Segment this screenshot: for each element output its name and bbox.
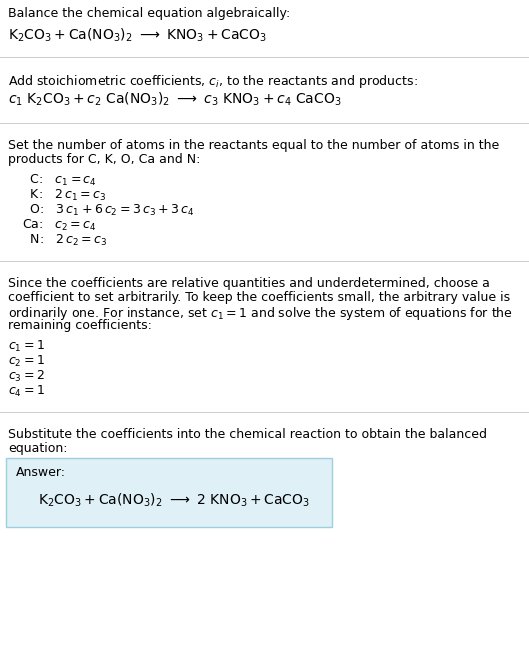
Text: Answer:: Answer: — [16, 466, 66, 479]
Text: K:   $2\,c_1 = c_3$: K: $2\,c_1 = c_3$ — [22, 188, 106, 203]
Text: Ca:   $c_2 = c_4$: Ca: $c_2 = c_4$ — [22, 218, 96, 233]
Text: Set the number of atoms in the reactants equal to the number of atoms in the: Set the number of atoms in the reactants… — [8, 139, 499, 152]
Text: $\mathrm{K_2CO_3 + Ca(NO_3)_2 \ \longrightarrow \ KNO_3 + CaCO_3}$: $\mathrm{K_2CO_3 + Ca(NO_3)_2 \ \longrig… — [8, 27, 267, 45]
Text: coefficient to set arbitrarily. To keep the coefficients small, the arbitrary va: coefficient to set arbitrarily. To keep … — [8, 291, 510, 304]
Text: $c_1 = 1$: $c_1 = 1$ — [8, 339, 45, 354]
Text: ordinarily one. For instance, set $c_1 = 1$ and solve the system of equations fo: ordinarily one. For instance, set $c_1 =… — [8, 305, 513, 322]
Text: products for C, K, O, Ca and N:: products for C, K, O, Ca and N: — [8, 153, 200, 166]
Text: Balance the chemical equation algebraically:: Balance the chemical equation algebraica… — [8, 7, 290, 20]
Text: $c_4 = 1$: $c_4 = 1$ — [8, 384, 45, 399]
Text: N:   $2\,c_2 = c_3$: N: $2\,c_2 = c_3$ — [22, 233, 107, 248]
Text: remaining coefficients:: remaining coefficients: — [8, 319, 152, 332]
Text: $c_3 = 2$: $c_3 = 2$ — [8, 369, 45, 384]
Text: C:   $c_1 = c_4$: C: $c_1 = c_4$ — [22, 173, 97, 188]
Text: O:   $3\,c_1 + 6\,c_2 = 3\,c_3 + 3\,c_4$: O: $3\,c_1 + 6\,c_2 = 3\,c_3 + 3\,c_4$ — [22, 203, 194, 218]
Text: $c_2 = 1$: $c_2 = 1$ — [8, 354, 45, 369]
Text: equation:: equation: — [8, 442, 68, 455]
Text: Substitute the coefficients into the chemical reaction to obtain the balanced: Substitute the coefficients into the che… — [8, 428, 487, 441]
Text: $\mathrm{K_2CO_3 + Ca(NO_3)_2 \ \longrightarrow \ 2\ KNO_3 + CaCO_3}$: $\mathrm{K_2CO_3 + Ca(NO_3)_2 \ \longrig… — [38, 492, 310, 509]
Text: $c_1\ \mathrm{K_2CO_3} + c_2\ \mathrm{Ca(NO_3)_2} \ \longrightarrow \ c_3\ \math: $c_1\ \mathrm{K_2CO_3} + c_2\ \mathrm{Ca… — [8, 91, 342, 109]
Text: Since the coefficients are relative quantities and underdetermined, choose a: Since the coefficients are relative quan… — [8, 277, 490, 290]
FancyBboxPatch shape — [6, 458, 332, 527]
Text: Add stoichiometric coefficients, $c_i$, to the reactants and products:: Add stoichiometric coefficients, $c_i$, … — [8, 73, 418, 90]
